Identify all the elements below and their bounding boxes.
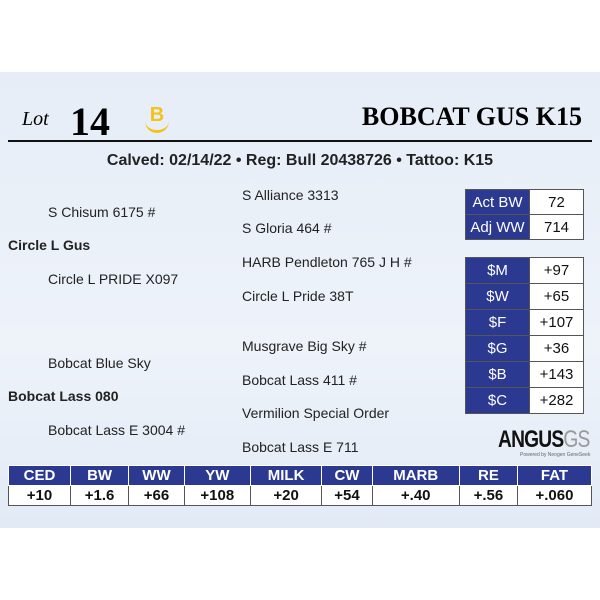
table-row: $F +107 (465, 309, 584, 336)
pedigree-sdd: Circle L Pride 38T (242, 288, 354, 304)
pedigree-ssd: S Gloria 464 # (242, 220, 332, 236)
index-label: $F (465, 309, 530, 336)
pedigree-dsd: Bobcat Lass 411 # (242, 372, 357, 388)
table-row: CED BW WW YW MILK CW MARB RE FAT (7, 465, 593, 486)
index-value: +107 (529, 309, 584, 336)
divider (8, 140, 592, 142)
table-row: $G +36 (465, 335, 584, 362)
table-row: $C +282 (465, 387, 584, 414)
table-row: Act BW 72 (465, 189, 584, 215)
table-row: $W +65 (465, 283, 584, 310)
epd-header: CED (7, 465, 72, 486)
epd-value: +10 (7, 485, 72, 506)
table-row: $B +143 (465, 361, 584, 388)
animal-name: BOBCAT GUS K15 (361, 102, 582, 131)
angus-gs-logo: ANGUSGS (498, 426, 590, 453)
pedigree-dam: Bobcat Lass 080 (8, 388, 119, 404)
epd-header: BW (70, 465, 130, 486)
index-value: 714 (529, 214, 584, 240)
epd-value: +108 (183, 485, 251, 506)
pedigree-dd: Bobcat Lass E 3004 # (48, 422, 185, 438)
pedigree-sd: Circle L PRIDE X097 (48, 271, 179, 287)
index-label: Adj WW (465, 214, 530, 240)
epd-value: +20 (249, 485, 323, 506)
epd-header: MARB (371, 465, 460, 486)
index-label: $W (465, 283, 530, 310)
index-value: +36 (529, 335, 584, 362)
epd-value: +.56 (458, 485, 518, 506)
epd-header: MILK (249, 465, 323, 486)
animal-info: Calved: 02/14/22 • Reg: Bull 20438726 • … (106, 152, 494, 169)
pedigree-ds: Bobcat Blue Sky (48, 355, 151, 371)
lot-label: Lot (22, 108, 49, 130)
epd-header: RE (458, 465, 518, 486)
index-table: $M +97 $W +65 $F +107 $G +36 $B +143 $C +282 (465, 257, 584, 414)
index-value: +97 (529, 257, 584, 284)
lot-number: 14 (70, 99, 110, 144)
index-label: $M (465, 257, 530, 284)
epd-table: CED BW WW YW MILK CW MARB RE FAT +10 +1.6 +66 +108 +… (7, 465, 593, 506)
index-label: Act BW (465, 189, 530, 215)
index-value: +143 (529, 361, 584, 388)
ranch-logo: B (140, 104, 174, 134)
epd-value: +.060 (516, 485, 593, 506)
epd-value: +.40 (371, 485, 460, 506)
weights-table: Act BW 72 Adj WW 714 (465, 189, 584, 240)
table-row: Adj WW 714 (465, 214, 584, 240)
index-value: +65 (529, 283, 584, 310)
pedigree-sire: Circle L Gus (8, 237, 91, 253)
epd-header: FAT (516, 465, 593, 486)
epd-header: YW (183, 465, 251, 486)
epd-header: CW (321, 465, 373, 486)
epd-value: +54 (321, 485, 373, 506)
pedigree-ddd: Bobcat Lass E 711 (242, 439, 359, 455)
epd-header: WW (128, 465, 185, 486)
pedigree-dss: Musgrave Big Sky # (242, 338, 367, 354)
index-label: $C (465, 387, 530, 414)
pedigree-sds: HARB Pendleton 765 J H # (242, 254, 412, 270)
pedigree-dds: Vermilion Special Order (242, 405, 390, 421)
pedigree-ss: S Chisum 6175 # (48, 204, 156, 220)
index-label: $G (465, 335, 530, 362)
brand-tagline: Powered by Neogen GeneSeek (520, 452, 591, 458)
epd-value: +66 (128, 485, 185, 506)
pedigree-sss: S Alliance 3313 (242, 187, 339, 203)
table-row: $M +97 (465, 257, 584, 284)
index-value: +282 (529, 387, 584, 414)
index-value: 72 (529, 189, 584, 215)
table-row: +10 +1.6 +66 +108 +20 +54 +.40 +.56 +.060 (7, 485, 593, 506)
index-label: $B (465, 361, 530, 388)
epd-value: +1.6 (70, 485, 130, 506)
